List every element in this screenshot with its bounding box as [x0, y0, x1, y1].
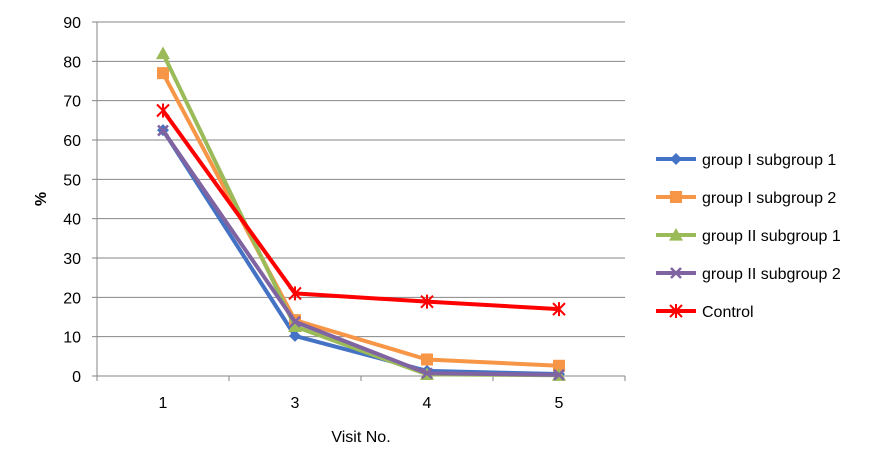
- legend-marker: [670, 191, 682, 203]
- y-tick-label: 0: [72, 369, 81, 386]
- y-tick-label: 50: [63, 172, 81, 189]
- data-point: [288, 319, 302, 333]
- data-point: [421, 367, 433, 380]
- data-point: [553, 359, 565, 372]
- y-tick-label: 40: [63, 212, 81, 229]
- legend-marker: [670, 267, 682, 279]
- legend-marker: [669, 228, 683, 241]
- legend-marker: [669, 304, 683, 318]
- x-tick-label: 5: [555, 395, 564, 412]
- data-point: [421, 353, 433, 366]
- data-point: [288, 286, 302, 301]
- legend-entry: group I subgroup 2: [656, 190, 836, 207]
- y-tick-label: 70: [63, 94, 81, 111]
- data-point: [156, 46, 170, 60]
- legend-entry: group II subgroup 1: [656, 228, 841, 245]
- legend-label: group I subgroup 2: [702, 190, 836, 207]
- grid-lines: [97, 21, 625, 338]
- data-point: [420, 294, 434, 309]
- y-axis-label: %: [33, 192, 50, 206]
- data-point: [552, 302, 566, 317]
- x-tick-labels: 1 3 4 5: [159, 395, 564, 412]
- data-point: [289, 315, 301, 328]
- data-point: [157, 67, 169, 80]
- series-control: [156, 103, 566, 317]
- y-tick-label: 30: [63, 251, 81, 268]
- series-line: [161, 109, 560, 312]
- y-tick-label: 90: [63, 15, 81, 32]
- legend-entry: group I subgroup 1: [656, 152, 836, 169]
- data-point: [156, 103, 170, 118]
- y-tick-label: 20: [63, 290, 81, 307]
- legend-marker: [670, 153, 682, 165]
- x-tick-label: 1: [159, 395, 168, 412]
- x-tick-label: 4: [423, 395, 432, 412]
- data-point: [157, 124, 169, 137]
- legend: group I subgroup 1 group I subgroup 2 grou…: [656, 152, 841, 321]
- y-tick-label: 10: [63, 330, 81, 347]
- data-point: [553, 368, 565, 381]
- legend-label: group I subgroup 1: [702, 152, 836, 169]
- y-tick-label: 60: [63, 133, 81, 150]
- series-line: [161, 129, 560, 377]
- series-lines: [156, 46, 566, 381]
- legend-entry: group II subgroup 2: [656, 266, 841, 283]
- y-tick-label: 80: [63, 54, 81, 71]
- series-line: [161, 129, 560, 377]
- legend-entry: Control: [656, 304, 754, 321]
- legend-label: group II subgroup 2: [702, 266, 841, 283]
- x-axis-label: Visit No.: [331, 429, 390, 446]
- series-group-ii-subgroup-2: [157, 124, 565, 381]
- x-tick-label: 3: [291, 395, 300, 412]
- legend-label: Control: [702, 304, 754, 321]
- data-point: [289, 329, 301, 342]
- series-line: [161, 72, 560, 368]
- legend-label: group II subgroup 1: [702, 228, 841, 245]
- y-tick-labels: 0 10 20 30 40 50 60 70 80 90: [63, 15, 81, 386]
